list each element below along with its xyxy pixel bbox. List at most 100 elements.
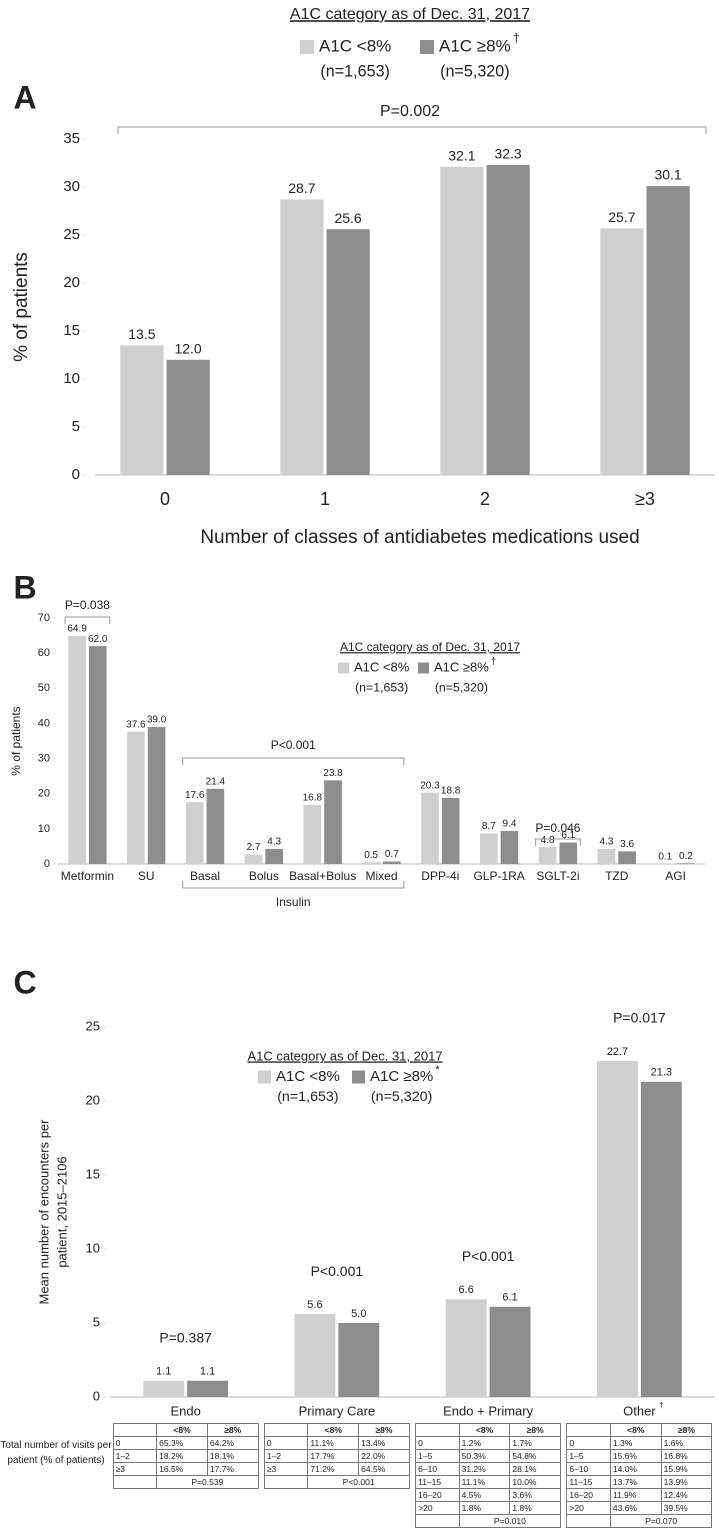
bar [280,199,324,476]
legend-note: (n=5,320) [435,680,488,694]
table-row: 1–5 50.3% 54.8% [415,1449,562,1463]
table-cell: 18.2% [156,1449,208,1463]
panel-letter: B [13,569,36,605]
legend-swatch [352,1070,365,1084]
bar [559,842,578,864]
table-cell: 13.9% [660,1475,713,1489]
y-tick-label: 5 [93,1314,100,1329]
legend-label: A1C ≥8% [434,659,489,674]
bar [677,863,695,864]
value-label: 6.1 [502,1292,517,1304]
value-label: 64.9 [67,624,87,635]
x-tick-label: Primary Care [299,1403,376,1418]
group-label: Insulin [276,895,311,909]
y-tick-label: 35 [63,130,80,147]
table-row: 16–20 11.9% 12.4% [566,1488,713,1502]
value-label: 6.1 [561,830,575,841]
value-label: 0.5 [364,850,378,861]
bar [597,848,616,864]
p-value: P<0.001 [462,1248,515,1264]
legend-note: (n=1,653) [355,680,408,694]
value-label: 25.6 [334,210,361,226]
table-cell: <8% [458,1423,511,1437]
bar [187,1380,228,1397]
value-label: 22.7 [607,1046,628,1058]
table-cell: 0 [415,1436,460,1450]
bar [383,861,401,864]
legend-label: A1C <8% [319,36,391,55]
x-tick-label: SU [138,869,155,883]
table-row: 11–15 13.7% 13.9% [566,1475,713,1489]
table-cell: 17.7% [206,1462,259,1476]
y-tick-label: 15 [86,1166,100,1181]
value-label: 30.1 [654,167,681,183]
bar [440,166,484,475]
table-row: >20 43.6% 39.5% [566,1501,713,1515]
y-tick-label: 25 [63,226,80,243]
value-label: 5.6 [307,1299,322,1311]
bar [600,228,644,475]
y-tick-label: 10 [63,370,80,387]
legend-title: A1C category as of Dec. 31, 2017 [290,6,530,23]
table-cell: 1.6% [660,1436,713,1450]
bracket [535,838,581,846]
value-label: 9.4 [503,819,517,830]
y-tick-label: 20 [38,788,50,800]
y-tick-label: 50 [38,682,50,694]
data-table: <8% ≥8% 0 65.3% 64.2% 1–2 18.2% 18.1% ≥3 16.5% 17.… [112,1423,259,1489]
table-cell: ≥3 [263,1462,309,1476]
y-tick-label: 25 [86,1018,100,1033]
table-cell: 31.2% [458,1462,511,1476]
bar [362,862,380,864]
table-cell: P<0.001 [307,1475,410,1489]
bar [486,164,530,476]
x-tick-label: Basal [190,869,220,883]
legend-swatch [258,1070,271,1084]
table-cell: 50.3% [458,1449,511,1463]
table-cell: 10.0% [509,1475,562,1489]
table-cell: 11.1% [307,1436,360,1450]
table-row: >20 1.8% 1.8% [415,1501,562,1515]
bar [445,1299,487,1397]
legend-label: A1C <8% [276,1068,340,1085]
bar [294,1314,336,1397]
value-label: 0.2 [679,851,693,862]
table-cell: 4.5% [458,1488,511,1502]
table-cell: >20 [415,1501,460,1515]
table-cell: 13.7% [609,1475,662,1489]
bar [166,359,210,475]
legend-swatch [418,662,429,674]
x-tick-label: Mixed [365,869,397,883]
table-cell: 1.7% [509,1436,562,1450]
table-cell: <8% [307,1423,360,1437]
table-row: 0 1.2% 1.7% [415,1436,562,1450]
value-label: 17.6 [185,790,205,801]
bracket [182,757,405,765]
bar [206,788,225,864]
legend-label: A1C ≥8% [439,36,511,55]
x-tick-label: Bolus [249,869,279,883]
table-cell: 54.8% [509,1449,562,1463]
note-mark: † [659,1401,663,1410]
value-label: 25.7 [608,209,635,225]
table-cell: 1–2 [263,1449,309,1463]
bar [441,797,460,864]
table-cell: ≥3 [112,1462,158,1476]
x-tick-label: TZD [605,869,629,883]
panel-letter: C [13,964,36,1000]
bracket [117,126,707,134]
legend-label: A1C ≥8% [370,1068,433,1085]
table-row: P=0.010 [415,1514,562,1528]
table-cell: 6–10 [415,1462,460,1476]
bar [597,1061,638,1397]
legend-label: A1C <8% [354,659,410,674]
table-cell: P=0.070 [609,1514,713,1528]
value-label: 23.8 [323,768,343,779]
table-row: 1–2 17.7% 22.0% [263,1449,410,1463]
legend-title: A1C category as of Dec. 31, 2017 [247,1048,442,1063]
table-cell: 0 [112,1436,158,1450]
table-cell: 28.1% [509,1462,562,1476]
y-tick-label: 5 [72,418,80,435]
table-cell: <8% [156,1423,208,1437]
table-cell: 14.0% [609,1462,662,1476]
